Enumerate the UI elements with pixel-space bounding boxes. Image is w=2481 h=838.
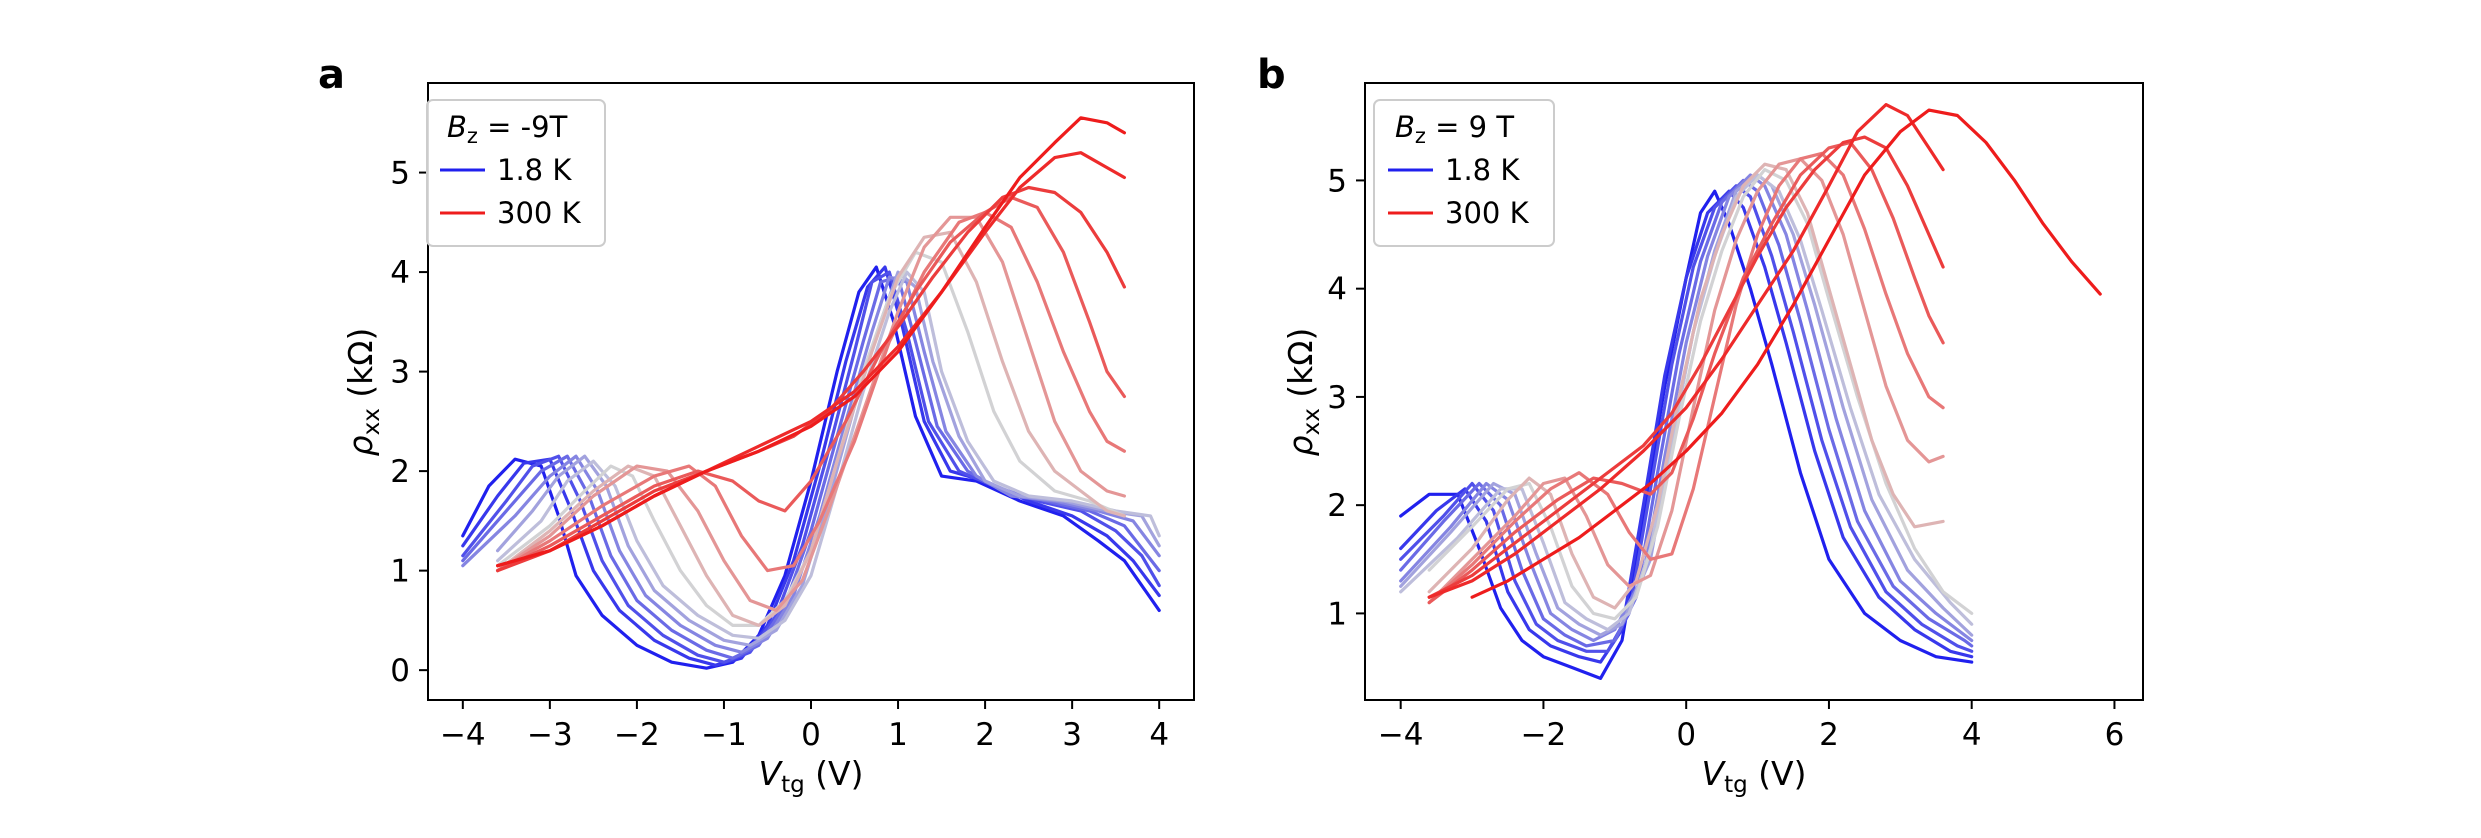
panel-b-series-line-12 (1427, 135, 1945, 599)
panel-b-series-line-3 (1399, 178, 1974, 648)
panel-a-series-line-4 (461, 275, 1161, 654)
panel-b-x-tick-label: 2 (1819, 717, 1839, 753)
panel-b-legend-title-sub: z (1415, 124, 1426, 148)
panel-a-y-axis-label-unit: (kΩ) (341, 328, 380, 409)
panel-b-ticks: −4 −2 0 2 4 6 1 2 3 4 5 (1327, 163, 2124, 753)
panel-a-legend-title-value: = -9T (478, 110, 568, 144)
panel-a-y-axis-label-sub: xx (359, 408, 385, 435)
panel-b-y-axis-label-unit: (kΩ) (1281, 328, 1320, 409)
panel-a-ticks: −4 −3 −2 −1 0 1 2 3 4 0 1 2 3 4 5 (390, 156, 1169, 753)
panel-a-x-axis-label-unit: (V) (805, 754, 864, 793)
panel-a-x-tick-label: −4 (440, 717, 486, 753)
panel-b-y-tick-label: 5 (1327, 163, 1347, 199)
panel-b-plot-frame (1364, 82, 2144, 701)
panel-a-y-tick-label: 3 (390, 355, 410, 391)
panel-a-series-line-12 (496, 185, 1127, 573)
panel-a-x-tick-label: 3 (1062, 717, 1082, 753)
panel-b-series-group (1399, 102, 2102, 681)
panel-b-series-line-1 (1399, 189, 1974, 664)
panel-a-x-tick-label: −3 (527, 717, 573, 753)
panel-a-x-axis-label: Vtg (V) (758, 754, 863, 798)
panel-a-x-axis-label-symbol: V (758, 754, 783, 793)
panel-a-series-line-5 (496, 270, 1161, 647)
panel-a-y-tick-label: 2 (390, 454, 410, 490)
panel-a-series-group (461, 116, 1161, 670)
panel-b-legend: Bz = 9 T 1.8 K 300 K (1373, 99, 1555, 247)
panel-a-legend: Bz = -9T 1.8 K 300 K (426, 99, 606, 247)
panel-b-series-line-13 (1427, 102, 1945, 599)
panel-b-x-axis-label-symbol: V (1701, 754, 1726, 793)
panel-a-legend-title-sub: z (467, 124, 478, 148)
panel-b-y-axis-label-sub: xx (1299, 408, 1325, 435)
panel-b-y-tick-label: 4 (1327, 272, 1347, 308)
panel-a-x-axis-label-sub: tg (781, 772, 805, 798)
panel-b-x-axis-label-unit: (V) (1748, 754, 1807, 793)
panel-a-series-line-8 (496, 230, 1127, 628)
panel-b-x-tick-label: −2 (1521, 717, 1567, 753)
panel-a-y-axis-label-symbol: ρ (341, 435, 380, 456)
panel-a-legend-title-symbol: B (447, 110, 467, 144)
panel-b-x-tick-label: 4 (1962, 717, 1982, 753)
panel-b-legend-label-cold: 1.8 K (1445, 153, 1520, 187)
panel-a-legend-label-hot: 300 K (497, 196, 582, 230)
panel-b-letter: b (1257, 52, 1286, 98)
panel-a-legend-title: Bz = -9T (447, 110, 568, 148)
panel-a-x-tick-label: 0 (801, 717, 821, 753)
panel-b-y-tick-label: 2 (1327, 488, 1347, 524)
panel-a-x-tick-label: 1 (888, 717, 908, 753)
panel-b-series-line-9 (1427, 157, 1945, 605)
panel-b-y-tick-label: 3 (1327, 380, 1347, 416)
panel-b-legend-label-hot: 300 K (1445, 196, 1530, 230)
panel-b-series-line-11 (1427, 140, 1945, 605)
panel-b-series-line-2 (1399, 184, 1974, 653)
panel-b-x-tick-label: 0 (1676, 717, 1696, 753)
panel-b-x-tick-label: 6 (2105, 717, 2125, 753)
panel-b: b −4 −2 0 2 4 6 1 2 3 4 5 Vtg (V) ρxx (kΩ) Bz = 9 … (1257, 52, 2144, 798)
panel-b-legend-title: Bz = 9 T (1395, 110, 1514, 148)
panel-a-legend-label-cold: 1.8 K (497, 153, 572, 187)
panel-b-y-axis-label: ρxx (kΩ) (1281, 328, 1325, 457)
panel-b-legend-title-value: = 9 T (1426, 110, 1514, 144)
panel-a-x-tick-label: −1 (701, 717, 747, 753)
panel-b-x-axis-label-sub: tg (1724, 772, 1748, 798)
panel-a-series-line-14 (496, 116, 1127, 568)
panel-a-letter: a (318, 52, 345, 98)
panel-a-y-tick-label: 5 (390, 156, 410, 192)
panel-a: a −4 −3 −2 −1 0 1 2 3 4 0 1 2 3 4 5 Vtg (V) ρxx (kΩ) B… (318, 52, 1195, 798)
panel-b-x-axis-label: Vtg (V) (1701, 754, 1806, 798)
panel-b-legend-box (1373, 99, 1555, 247)
panel-b-y-axis-label-symbol: ρ (1281, 435, 1320, 456)
panel-b-series-line-14 (1470, 108, 2102, 599)
panel-b-x-tick-label: −4 (1378, 717, 1424, 753)
panel-a-y-tick-label: 0 (390, 653, 410, 689)
panel-a-x-tick-label: −2 (614, 717, 660, 753)
panel-b-y-tick-label: 1 (1327, 596, 1347, 632)
panel-a-y-axis-label: ρxx (kΩ) (341, 328, 385, 457)
panel-a-y-tick-label: 4 (390, 255, 410, 291)
panel-a-series-line-10 (496, 210, 1127, 573)
panel-a-x-tick-label: 4 (1149, 717, 1169, 753)
panel-a-y-tick-label: 1 (390, 554, 410, 590)
panel-b-legend-title-symbol: B (1395, 110, 1415, 144)
panel-a-x-tick-label: 2 (975, 717, 995, 753)
panel-b-series-line-8 (1427, 162, 1945, 610)
panel-a-legend-box (426, 99, 606, 247)
